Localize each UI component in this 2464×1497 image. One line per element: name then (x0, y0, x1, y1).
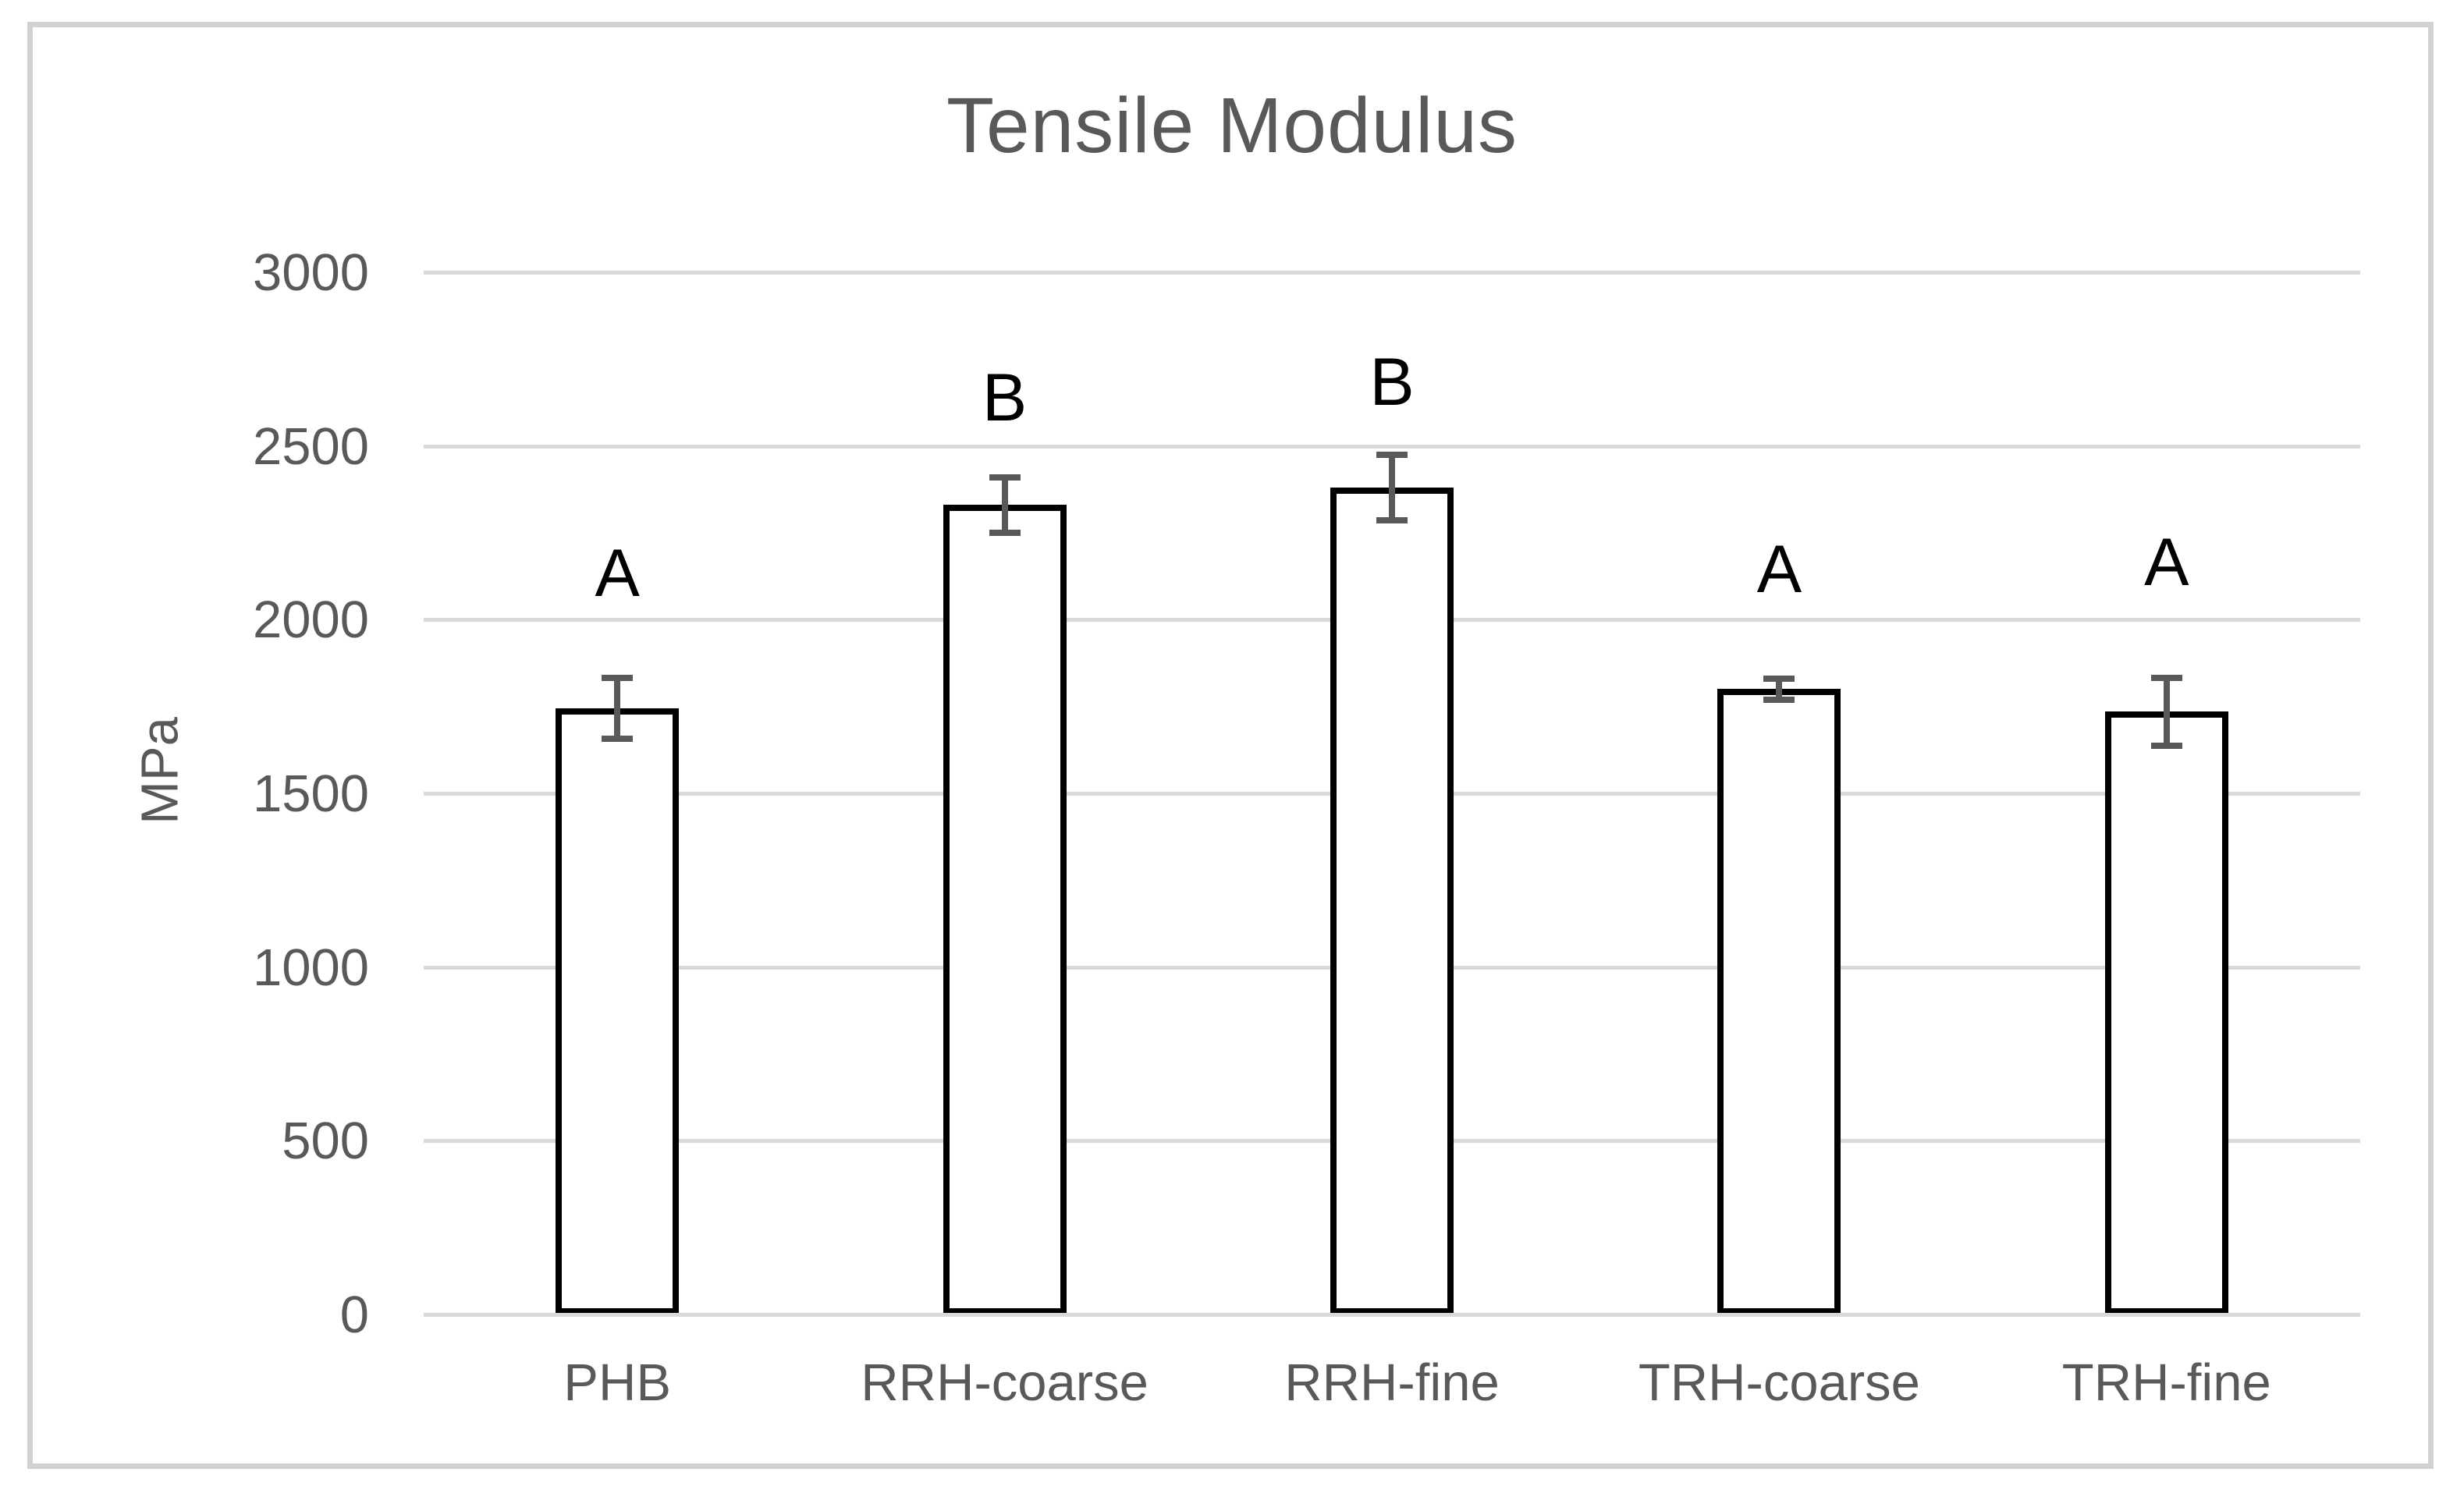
error-bar-bottom-cap-TRH-coarse (1763, 696, 1795, 703)
error-bar-line-RRH-coarse (1001, 477, 1008, 533)
error-bar-top-cap-TRH-coarse (1763, 676, 1795, 683)
y-tick-label-1000: 1000 (252, 938, 369, 997)
y-tick-label-3000: 3000 (252, 243, 369, 302)
error-bar-top-cap-TRH-fine (2150, 674, 2182, 681)
error-bar-line-RRH-fine (1389, 454, 1395, 521)
error-bar-bottom-cap-PHB (602, 736, 634, 743)
gridline-2500 (424, 444, 2360, 449)
error-bar-bottom-cap-RRH-fine (1376, 517, 1408, 524)
error-bar-top-cap-RRH-coarse (989, 474, 1021, 481)
x-tick-label-RRH-fine: RRH-fine (1284, 1353, 1500, 1412)
error-bar-bottom-cap-TRH-fine (2150, 742, 2182, 749)
sig-letter-TRH-coarse: A (1756, 532, 1802, 608)
bar-RRH-fine (1330, 488, 1454, 1314)
chart-frame-border (27, 22, 2434, 1469)
error-bar-line-PHB (614, 677, 621, 740)
error-bar-line-TRH-fine (2163, 677, 2170, 746)
x-tick-label-PHB: PHB (563, 1353, 672, 1412)
error-bar-line-TRH-coarse (1776, 679, 1783, 700)
x-tick-label-RRH-coarse: RRH-coarse (861, 1353, 1149, 1412)
bar-RRH-coarse (943, 505, 1067, 1314)
y-tick-label-0: 0 (339, 1286, 369, 1344)
sig-letter-TRH-fine: A (2144, 525, 2189, 601)
y-tick-label-2500: 2500 (252, 417, 369, 476)
y-tick-label-1500: 1500 (252, 764, 369, 823)
gridline-3000 (424, 271, 2360, 275)
sig-letter-PHB: A (595, 535, 640, 611)
gridline-0 (424, 1313, 2360, 1317)
bar-TRH-fine (2104, 711, 2228, 1314)
y-axis-title: MPa (130, 717, 190, 825)
error-bar-top-cap-PHB (602, 674, 634, 681)
sig-letter-RRH-coarse: B (982, 360, 1028, 435)
bar-TRH-coarse (1717, 689, 1841, 1314)
x-tick-label-TRH-fine: TRH-fine (2061, 1353, 2271, 1412)
error-bar-bottom-cap-RRH-coarse (989, 530, 1021, 536)
chart-title: Tensile Modulus (946, 82, 1518, 169)
sig-letter-RRH-fine: B (1369, 344, 1415, 420)
y-tick-label-500: 500 (282, 1112, 369, 1171)
bar-PHB (556, 708, 680, 1314)
x-tick-label-TRH-coarse: TRH-coarse (1638, 1353, 1920, 1412)
y-tick-label-2000: 2000 (252, 591, 369, 650)
error-bar-top-cap-RRH-fine (1376, 451, 1408, 458)
